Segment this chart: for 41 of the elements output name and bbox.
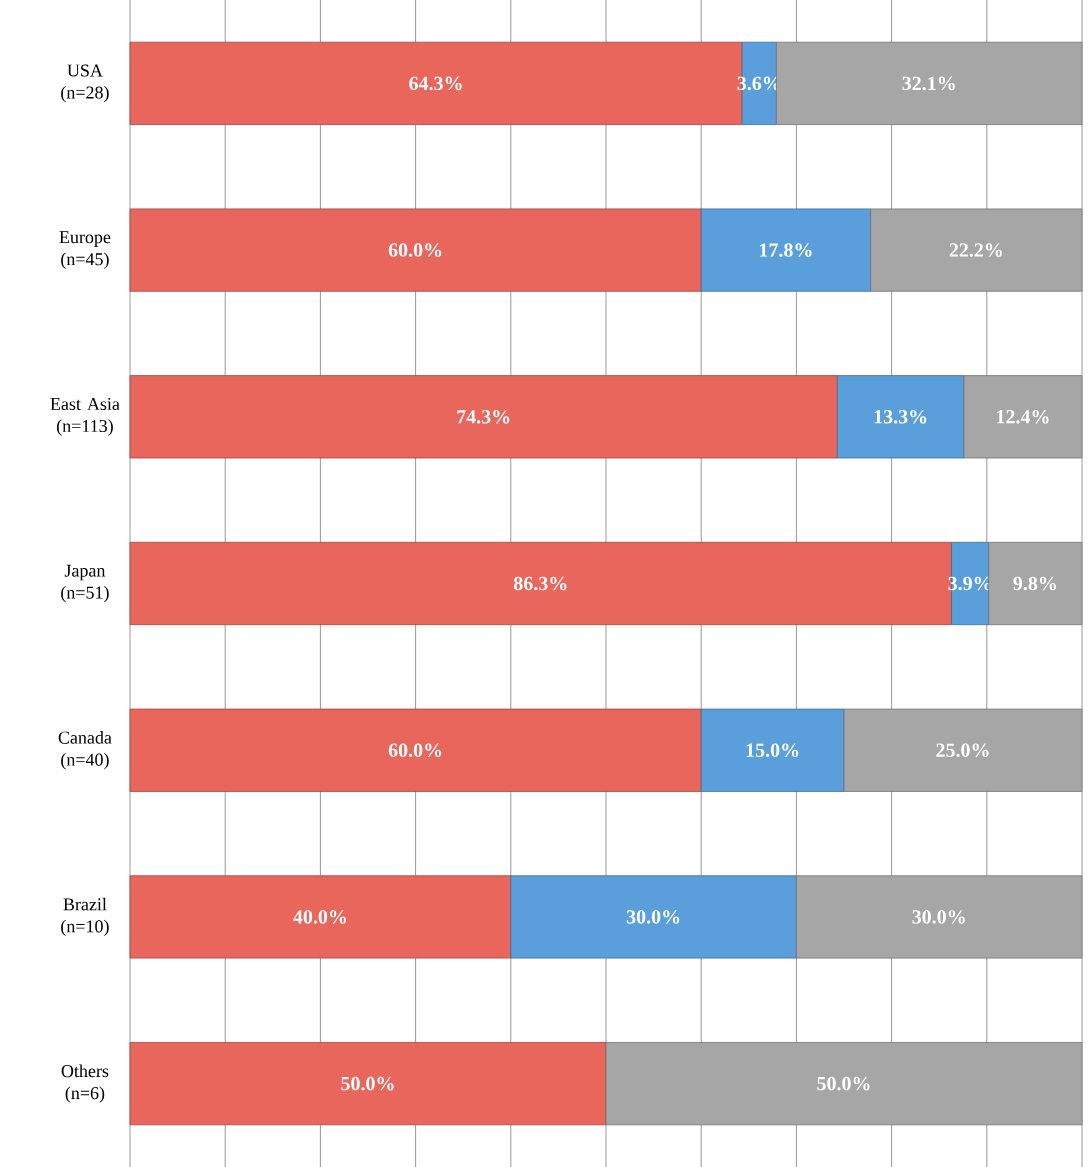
bar (129, 708, 702, 792)
bar (870, 208, 1083, 292)
data-label: 86.3% (513, 576, 567, 591)
data-label: 17.8% (760, 243, 812, 257)
data-label: 64.3% (409, 76, 462, 91)
bar (700, 708, 845, 792)
y-tick-label: Japan (n=51) (61, 564, 109, 603)
data-label: 9.8% (1013, 576, 1056, 591)
data-label: 40.0% (293, 910, 347, 924)
y-tick-label: East Asia (n=113) (50, 397, 120, 436)
y-tick-label: Brazil (n=10) (61, 897, 109, 937)
data-label: 12.4% (997, 410, 1049, 424)
data-label: 15.0% (746, 743, 799, 758)
data-label: 60.0% (388, 243, 442, 257)
bar (129, 208, 702, 292)
bar (129, 875, 512, 959)
data-label: 50.0% (817, 1076, 870, 1091)
data-label: 30.0% (626, 910, 680, 924)
bar (776, 41, 1083, 125)
data-label: 25.0% (936, 743, 989, 758)
y-tick-label: Canada (n=40) (58, 731, 112, 770)
y-tick-label: USA (n=28) (61, 64, 109, 103)
y-tick-label: Europe (n=45) (59, 231, 111, 269)
bar (129, 375, 838, 459)
y-tick-label: Others (n=6) (61, 1064, 109, 1103)
bar (129, 1042, 607, 1126)
bar (836, 375, 965, 459)
bar (510, 875, 797, 959)
bar (796, 875, 1083, 959)
bar (605, 1042, 1083, 1126)
bar (700, 208, 872, 292)
data-label: 32.1% (902, 76, 955, 91)
data-label: 50.0% (341, 1076, 394, 1091)
data-label: 13.3% (874, 410, 927, 424)
data-label: 60.0% (388, 743, 442, 758)
bar (843, 708, 1083, 792)
data-label: 30.0% (912, 910, 965, 924)
bar (988, 541, 1083, 626)
data-label: 22.2% (949, 243, 1002, 257)
bar (963, 375, 1083, 459)
data-label: 74.3% (457, 410, 510, 424)
